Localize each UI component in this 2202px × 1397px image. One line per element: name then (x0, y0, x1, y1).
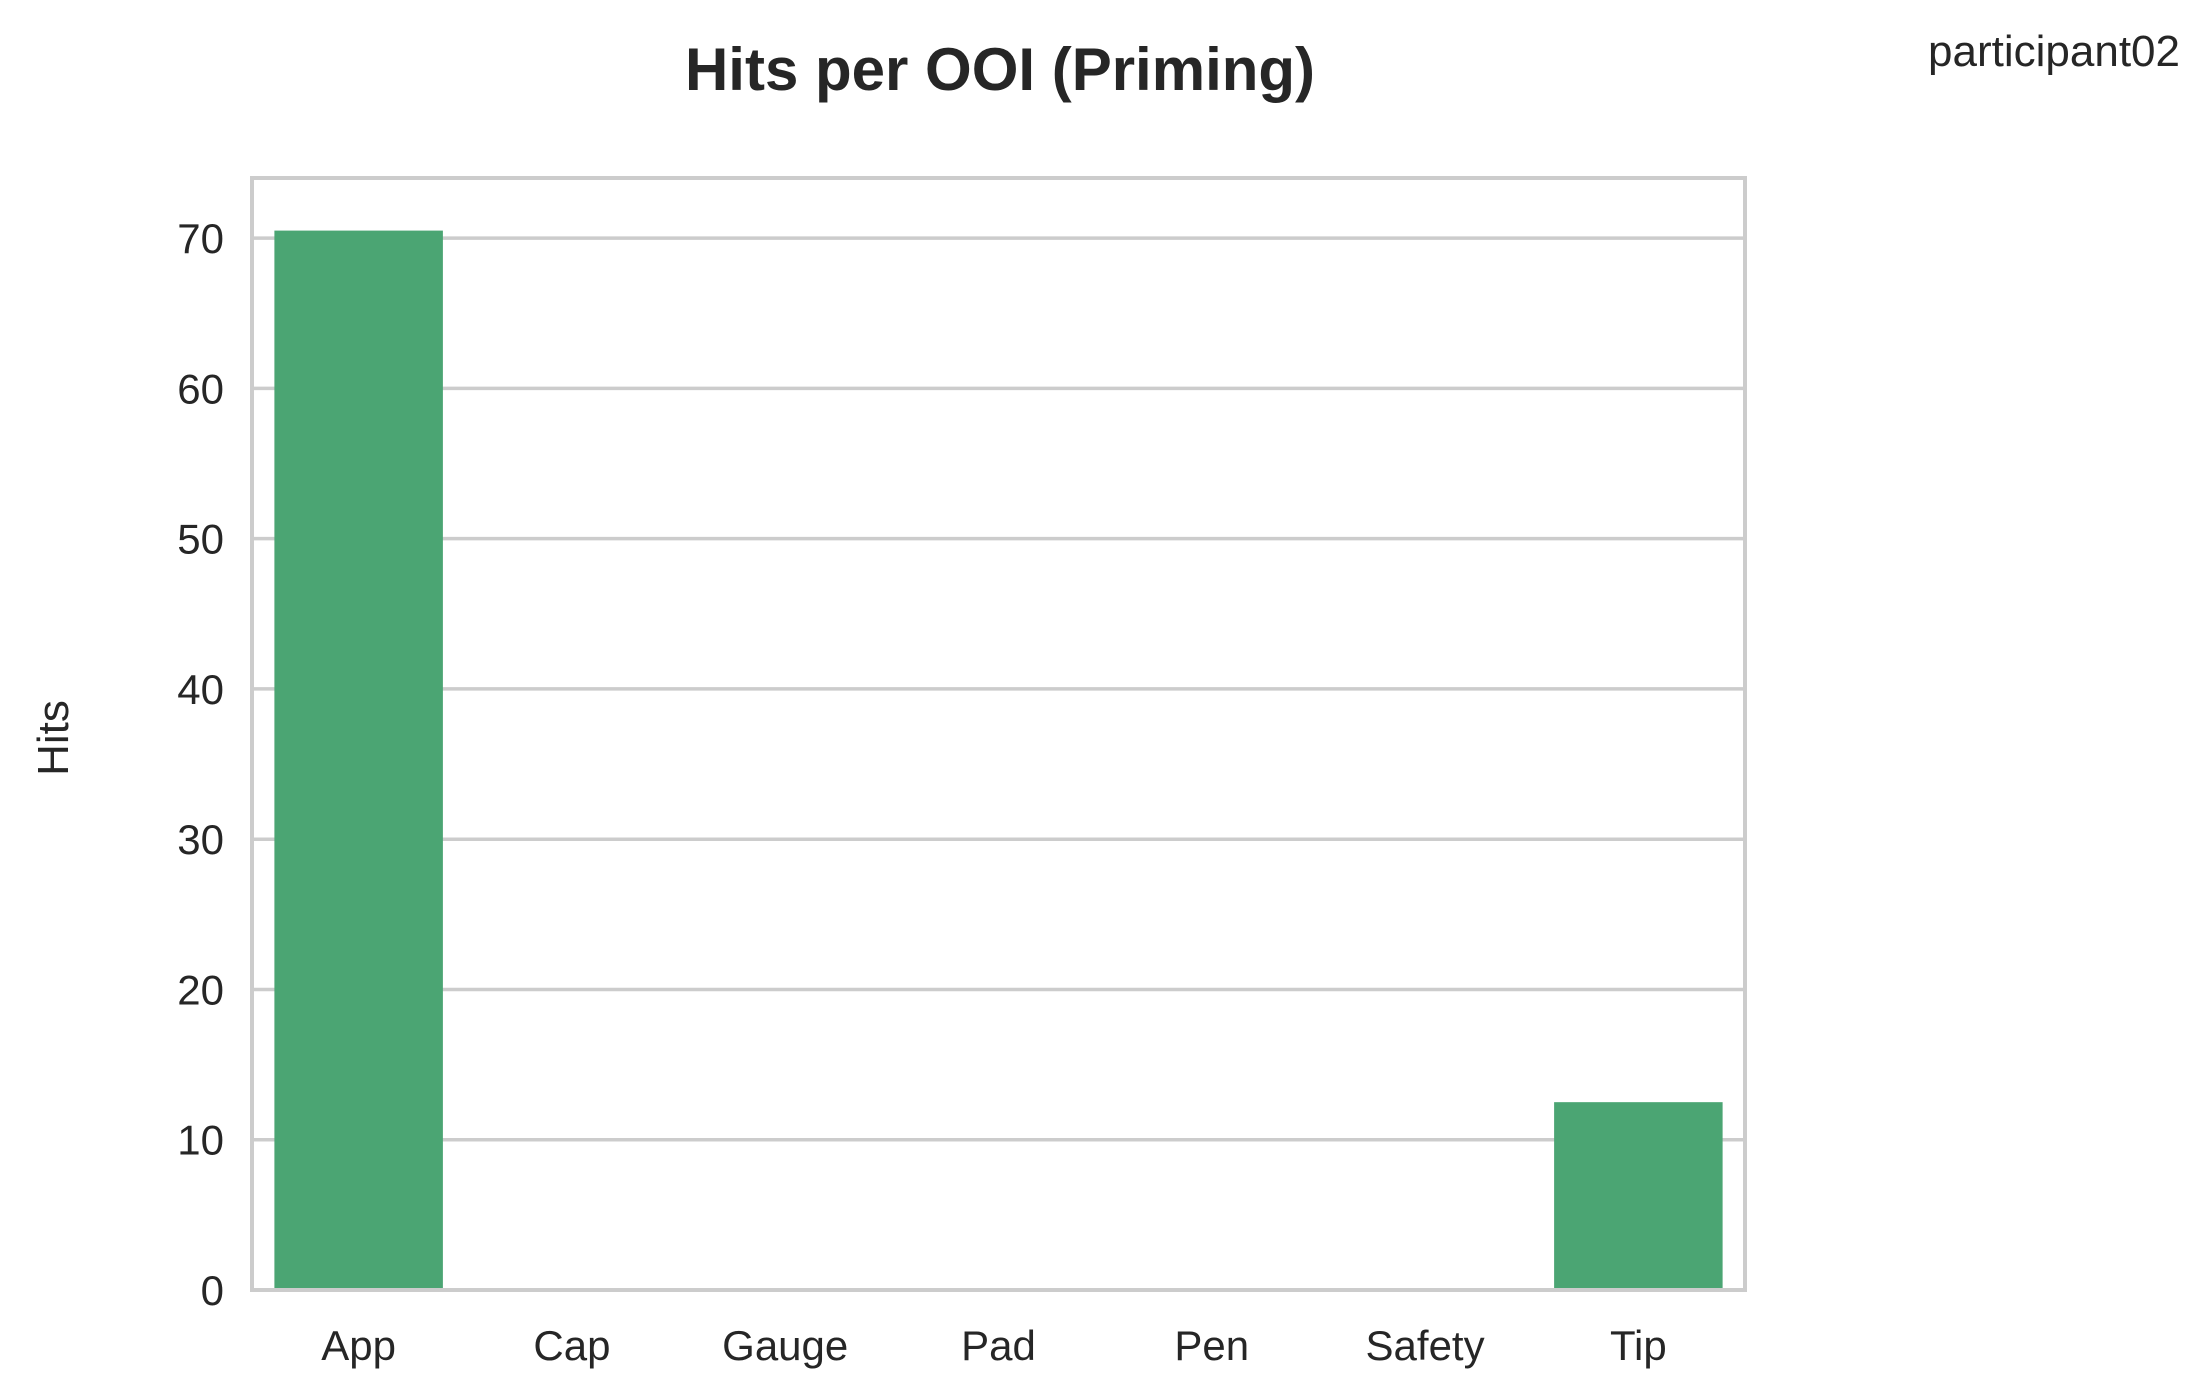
y-tick-label: 50 (177, 516, 224, 563)
plot-frame (250, 176, 1747, 1292)
y-tick-labels: 0 10 20 30 40 50 60 70 (177, 215, 224, 1314)
y-tick-label: 40 (177, 666, 224, 713)
y-tick-label: 20 (177, 966, 224, 1013)
participant-label: participant02 (1928, 27, 2180, 76)
chart-title: Hits per OOI (Priming) (685, 36, 1315, 103)
y-tick-label: 10 (177, 1117, 224, 1164)
x-tick-labels: App Cap Gauge Pad Pen Safety Tip (321, 1322, 1666, 1369)
y-axis-title: Hits (29, 700, 78, 776)
x-tick-label-gauge: Gauge (722, 1322, 848, 1369)
x-tick-label-tip: Tip (1610, 1322, 1667, 1369)
x-tick-label-pen: Pen (1174, 1322, 1249, 1369)
y-tick-label: 0 (201, 1267, 224, 1314)
y-tick-label: 30 (177, 816, 224, 863)
gridlines (252, 236, 1745, 1142)
x-tick-label-cap: Cap (533, 1322, 610, 1369)
x-tick-label-pad: Pad (961, 1322, 1036, 1369)
bar-app (274, 230, 443, 1290)
x-tick-label-app: App (321, 1322, 396, 1369)
bars (274, 230, 1723, 1290)
y-tick-label: 70 (177, 215, 224, 262)
x-tick-label-safety: Safety (1366, 1322, 1485, 1369)
y-tick-label: 60 (177, 365, 224, 412)
bar-tip (1554, 1102, 1723, 1290)
